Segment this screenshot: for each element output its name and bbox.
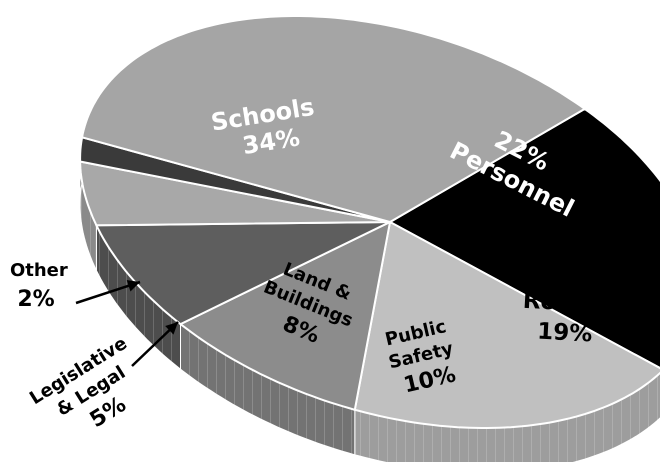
slice-schools [80, 15, 587, 224]
slice-public-safety [178, 220, 392, 412]
slice-side-ribs-public-safety [180, 324, 355, 455]
slice-roads [353, 220, 660, 429]
pie-top-faces [79, 15, 660, 429]
label-legislative-legal: Legislative & Legal 5% [26, 329, 164, 454]
slice-side-ribs-roads [354, 373, 660, 462]
slice-side-ribs-legislative-legal [80, 161, 97, 271]
callout-arrows [75, 280, 179, 367]
label-roads: Roads 19% [521, 288, 611, 348]
slice-land-buildings [94, 221, 391, 326]
slice-personnel [387, 107, 660, 370]
label-other: Other 2% [10, 260, 74, 312]
arrow-other [75, 280, 141, 305]
arrow-legislative-legal [131, 321, 179, 367]
